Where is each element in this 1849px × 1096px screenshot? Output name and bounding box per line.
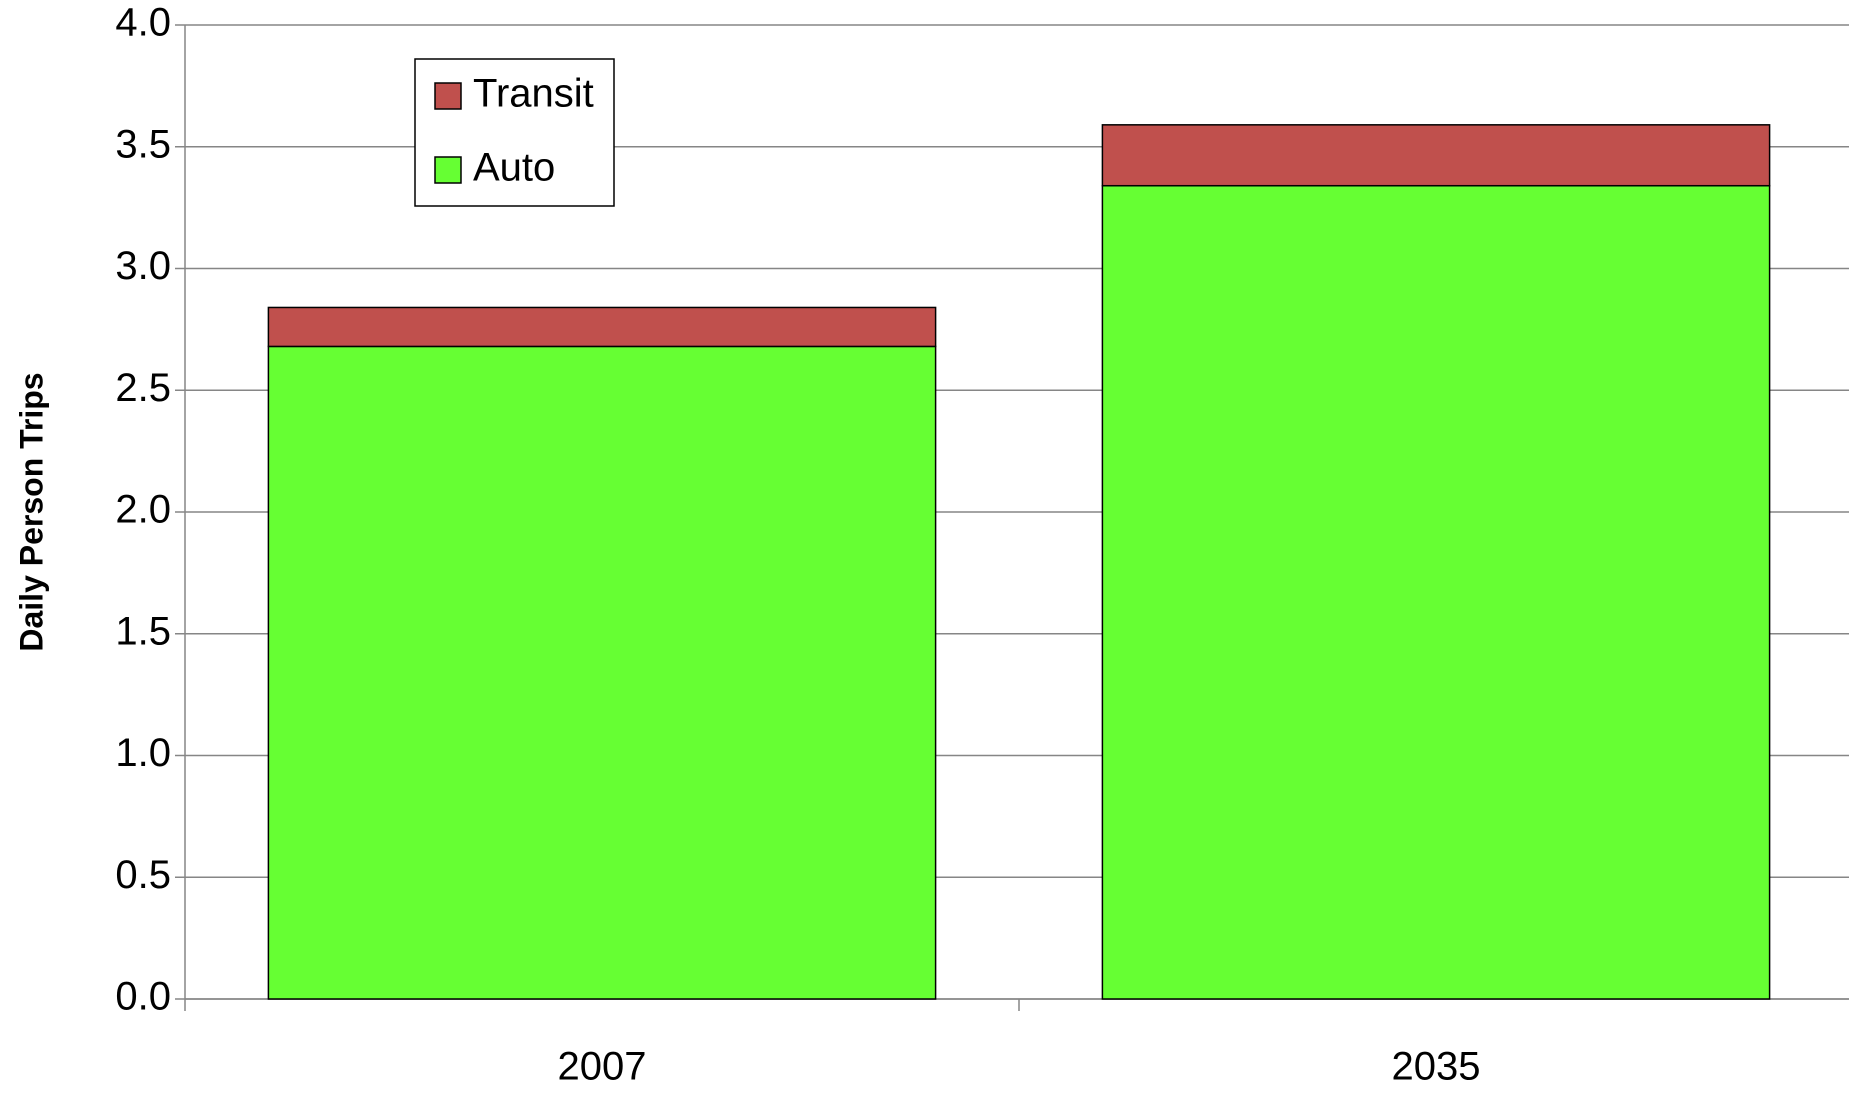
y-tick-label: 4.0: [115, 1, 171, 45]
legend-swatch: [434, 82, 462, 110]
bar-segment: [267, 345, 937, 1000]
bar-segment: [1101, 124, 1771, 187]
y-axis-label: Daily Person Trips: [13, 372, 49, 651]
x-tick-label: 2035: [1392, 1045, 1481, 1089]
y-tick-label: 2.5: [115, 366, 171, 410]
y-tick-label: 1.5: [115, 609, 171, 653]
x-tick-label: 2007: [558, 1045, 647, 1089]
y-tick-label: 0.0: [115, 975, 171, 1019]
y-tick-label: 1.0: [115, 731, 171, 775]
legend-label: Auto: [473, 146, 555, 190]
legend-swatch: [434, 156, 462, 184]
bar-segment: [1101, 184, 1771, 1000]
legend-label: Transit: [473, 72, 594, 116]
y-tick-label: 2.0: [115, 488, 171, 532]
y-tick-label: 0.5: [115, 853, 171, 897]
bar-segment: [267, 306, 937, 348]
legend: Transit Auto: [414, 58, 615, 207]
y-tick-label: 3.5: [115, 122, 171, 166]
y-tick-label: 3.0: [115, 244, 171, 288]
